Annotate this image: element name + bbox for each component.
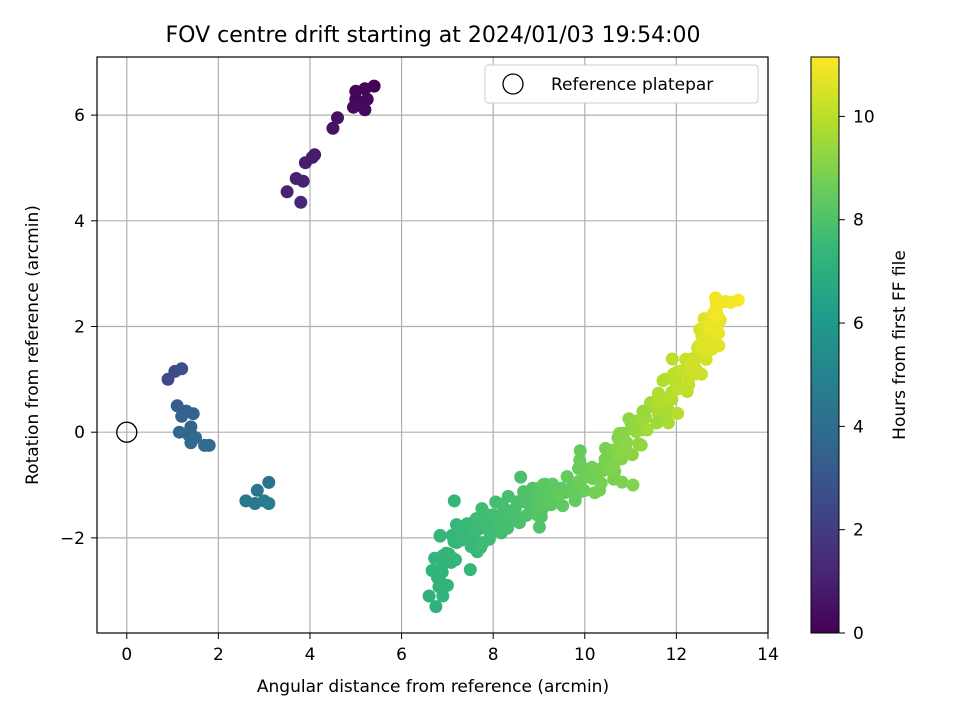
colorbar-tick-label: 10 [853, 107, 875, 127]
data-point [456, 529, 469, 543]
data-point [671, 406, 685, 420]
colorbar-tick-label: 2 [853, 521, 864, 541]
data-point [560, 470, 574, 484]
y-axis-label: Rotation from reference (arcmin) [23, 205, 43, 485]
data-point [250, 483, 264, 497]
y-tick-label: −2 [60, 529, 85, 549]
plot-frame [96, 56, 769, 634]
data-point [665, 352, 679, 366]
data-point [532, 520, 546, 534]
grid-lines [97, 57, 769, 633]
x-tick-label: 4 [305, 645, 316, 665]
x-tick-label: 6 [396, 645, 407, 665]
data-point [588, 486, 602, 500]
legend-box [484, 64, 759, 104]
legend-label-reference: Reference platepar [551, 75, 713, 95]
data-point [612, 427, 626, 440]
data-point [577, 484, 591, 498]
data-point [175, 362, 189, 376]
data-points [161, 79, 745, 614]
data-point [615, 475, 629, 489]
data-point [556, 499, 570, 513]
data-point [184, 436, 198, 450]
data-point [445, 551, 459, 565]
data-point [551, 489, 565, 502]
colorbar: 0 2 4 6 8 10 Hours from first FF file [810, 56, 910, 644]
data-point [447, 494, 461, 508]
data-point [661, 416, 675, 430]
data-point [573, 444, 587, 458]
y-tick-label: 4 [74, 212, 85, 232]
data-point [331, 111, 344, 125]
data-point [709, 309, 723, 323]
x-tick-label: 12 [666, 645, 688, 665]
data-point [546, 477, 560, 491]
data-point [594, 476, 608, 490]
data-point [514, 470, 528, 484]
data-point [519, 508, 533, 522]
data-point [202, 438, 216, 452]
data-point [358, 103, 372, 117]
data-point [262, 475, 276, 489]
data-point [433, 529, 447, 543]
data-point [508, 501, 522, 515]
data-point [640, 423, 654, 437]
colorbar-ticks: 0 2 4 6 8 10 [839, 107, 875, 644]
x-axis-label: Angular distance from reference (arcmin) [257, 677, 609, 697]
data-point [326, 121, 340, 135]
data-point [713, 296, 727, 309]
y-tick-label: 0 [74, 423, 85, 443]
colorbar-tick-label: 8 [853, 211, 864, 231]
data-point [298, 156, 312, 170]
data-point [501, 521, 515, 535]
data-point [280, 185, 294, 199]
colorbar-label: Hours from first FF file [890, 250, 910, 440]
data-point [429, 600, 443, 614]
data-point [175, 409, 189, 423]
data-point [463, 563, 477, 577]
x-tick-label: 2 [213, 645, 224, 665]
data-point [476, 536, 490, 550]
x-axis-ticks: 0 2 4 6 8 10 12 14 [121, 633, 779, 665]
colorbar-gradient [810, 56, 840, 634]
colorbar-tick-label: 6 [853, 314, 864, 334]
data-point [432, 580, 446, 594]
data-point [186, 407, 200, 421]
x-tick-label: 10 [574, 645, 596, 665]
data-point [536, 478, 550, 492]
data-point [486, 508, 500, 522]
data-point [632, 437, 646, 451]
data-point [626, 478, 640, 492]
colorbar-tick-label: 0 [853, 624, 864, 644]
data-point [724, 295, 738, 309]
data-point [349, 84, 363, 98]
data-point [650, 416, 664, 430]
chart-title: FOV centre drift starting at 2024/01/03 … [166, 23, 701, 48]
data-point [347, 100, 360, 114]
x-tick-label: 0 [121, 645, 132, 665]
x-tick-label: 8 [488, 645, 499, 665]
legend-marker-reference [502, 73, 524, 95]
legend: Reference platepar [484, 64, 759, 104]
y-axis-ticks: −2 0 2 4 6 [60, 106, 97, 549]
data-point [535, 496, 549, 510]
x-tick-label: 14 [757, 645, 779, 665]
data-point [360, 92, 374, 106]
y-tick-label: 2 [74, 318, 85, 338]
data-point [619, 441, 633, 454]
y-tick-label: 6 [74, 106, 85, 126]
colorbar-tick-label: 4 [853, 417, 864, 437]
data-point [651, 386, 665, 400]
data-point [294, 195, 308, 209]
data-point [639, 411, 653, 425]
data-point [712, 339, 726, 353]
data-point [696, 343, 710, 357]
data-point [684, 359, 698, 373]
data-point [262, 497, 276, 510]
data-point [296, 174, 310, 188]
reference-platepar-marker [116, 421, 138, 443]
data-point [671, 382, 685, 396]
data-point [422, 589, 436, 603]
